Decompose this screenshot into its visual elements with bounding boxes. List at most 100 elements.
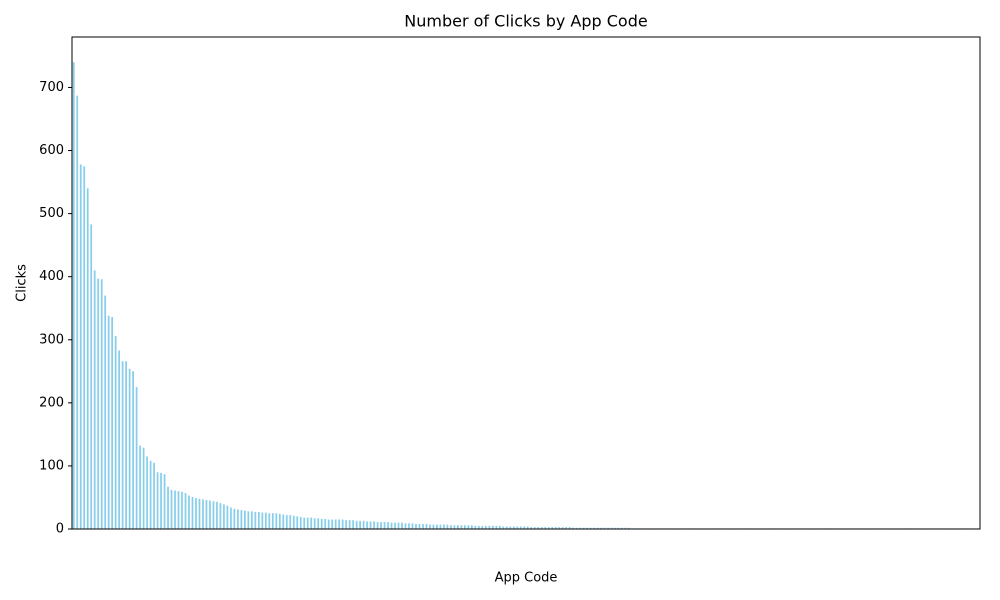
- bar: [484, 525, 487, 529]
- bar: [83, 166, 86, 530]
- bar: [369, 521, 372, 529]
- bar: [195, 498, 197, 529]
- bar: [477, 525, 480, 529]
- y-tick-label: 500: [39, 206, 64, 221]
- bar: [125, 361, 128, 529]
- bar: [170, 489, 173, 529]
- bar: [198, 498, 201, 529]
- bar: [457, 525, 459, 529]
- bar: [519, 526, 522, 529]
- bar: [223, 504, 225, 529]
- bar: [582, 527, 585, 529]
- bar: [338, 519, 341, 529]
- bar: [436, 524, 438, 529]
- bar: [97, 278, 100, 529]
- bar: [79, 164, 82, 529]
- bar: [275, 513, 278, 529]
- bar: [446, 524, 449, 529]
- bar: [450, 525, 452, 529]
- bar: [149, 460, 152, 529]
- bar: [216, 501, 218, 529]
- bar: [156, 472, 159, 529]
- bar: [394, 522, 396, 529]
- x-axis-label: App Code: [495, 571, 558, 586]
- bar: [278, 513, 281, 529]
- bar: [306, 517, 309, 529]
- bar: [425, 523, 428, 529]
- bar: [174, 490, 176, 529]
- bar: [219, 503, 222, 529]
- y-tick-label: 600: [39, 143, 64, 158]
- bar: [299, 517, 302, 529]
- bar: [261, 512, 264, 529]
- y-tick-label: 400: [39, 269, 64, 284]
- bar: [121, 361, 124, 529]
- bar: [376, 522, 379, 529]
- bar: [142, 447, 145, 529]
- bar: [397, 522, 400, 529]
- chart-title: Number of Clicks by App Code: [404, 12, 647, 31]
- bar: [146, 456, 148, 529]
- bar: [453, 525, 456, 529]
- bar: [355, 520, 358, 529]
- bar: [544, 527, 547, 529]
- bar: [488, 525, 491, 529]
- bar: [188, 495, 190, 529]
- bar: [135, 387, 138, 529]
- bar: [320, 518, 323, 529]
- bar: [401, 522, 403, 529]
- bar: [540, 527, 543, 529]
- bar: [366, 521, 368, 529]
- bar: [324, 518, 327, 529]
- bar: [310, 517, 313, 529]
- bar: [90, 224, 93, 530]
- bar: [289, 515, 292, 529]
- bar: [530, 527, 533, 529]
- bar: [526, 526, 529, 529]
- bar: [93, 270, 96, 529]
- bar: [118, 350, 121, 529]
- bar: [167, 486, 169, 529]
- bar: [76, 95, 79, 530]
- bar: [390, 522, 393, 529]
- bar: [243, 510, 246, 529]
- bar: [387, 522, 389, 529]
- bar: [558, 527, 561, 529]
- bar: [579, 527, 582, 529]
- bar: [111, 317, 114, 529]
- y-tick-label: 700: [39, 80, 64, 95]
- bar: [512, 526, 515, 529]
- bar: [132, 371, 134, 529]
- bar: [373, 521, 375, 529]
- bar: [600, 527, 602, 529]
- bar: [610, 527, 613, 529]
- bar: [561, 527, 564, 529]
- bar: [86, 188, 89, 529]
- bar: [380, 522, 382, 529]
- bar: [331, 519, 334, 529]
- bar: [317, 518, 320, 529]
- bar: [596, 527, 599, 529]
- bar: [533, 527, 536, 529]
- y-axis-label: Clicks: [15, 264, 30, 302]
- bar: [352, 520, 355, 529]
- bar: [268, 513, 271, 529]
- bar: [443, 524, 445, 529]
- bar: [467, 525, 470, 529]
- bar: [327, 519, 330, 529]
- bar: [359, 520, 361, 529]
- bar: [565, 527, 568, 529]
- bar: [568, 527, 571, 529]
- bar: [139, 445, 141, 529]
- bar: [614, 527, 616, 529]
- bar: [362, 520, 365, 529]
- bar: [181, 491, 183, 529]
- bar: [72, 62, 75, 529]
- bar: [509, 526, 512, 529]
- bar: [212, 501, 215, 529]
- bar: [404, 523, 407, 529]
- bar: [184, 493, 187, 529]
- bar: [383, 522, 386, 529]
